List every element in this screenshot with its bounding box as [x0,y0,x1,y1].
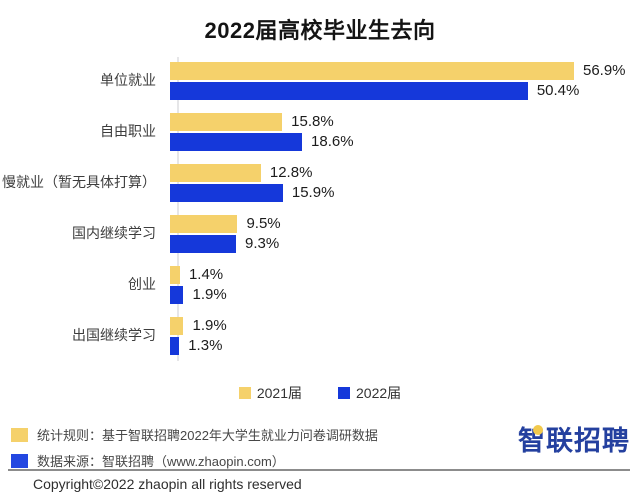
bar-line: 15.9% [170,183,335,202]
bar-2022届 [170,81,528,100]
zhaopin-logo: 智联招聘 [518,425,630,457]
bar-group: 9.5% 9.3% [167,214,281,253]
logo-dot-icon [533,425,543,435]
bar-2021届 [170,61,574,80]
bar-2021届 [170,214,238,233]
value-label: 9.5% [246,215,281,232]
value-label: 15.8% [291,113,334,130]
note-statistics-text: 统计规则：基于智联招聘2022年大学生就业力问卷调研数据 [37,428,378,443]
chart-row: 单位就业 56.9% 50.4% [0,55,640,106]
value-label: 50.4% [536,82,580,99]
note-data-source: 数据来源：智联招聘（www.zhaopin.com） [11,451,378,470]
legend-item-2021届: 2021届 [238,383,302,403]
bar-line: 9.3% [170,234,281,253]
category-label: 出国继续学习 [72,327,156,344]
category-label: 慢就业（暂无具体打算） [2,174,156,191]
chart-rows: 单位就业 56.9% 50.4% 自由职业 15.8% 18.6% 慢就业（暂无具体打算） 1… [0,55,640,361]
legend-swatch-icon [238,387,251,399]
bar-group: 1.9% 1.3% [167,316,227,355]
category-label: 单位就业 [100,72,156,89]
value-label: 1.4% [188,266,224,283]
chart-row: 创业 1.4% 1.9% [0,259,640,310]
value-label: 9.3% [245,235,280,252]
chart-row: 慢就业（暂无具体打算） 12.8% 15.9% [0,157,640,208]
bar-line: 9.5% [170,214,281,233]
bar-chart: 单位就业 56.9% 50.4% 自由职业 15.8% 18.6% 慢就业（暂无具体打算） 1… [0,55,640,361]
footer-notes: 统计规则：基于智联招聘2022年大学生就业力问卷调研数据 数据来源：智联招聘（w… [11,425,378,477]
category-label: 国内继续学习 [72,225,156,242]
bar-line: 1.3% [170,336,227,355]
category-label: 自由职业 [100,123,156,140]
bar-2022届 [170,285,184,304]
blue-swatch-icon [11,453,28,468]
bar-2022届 [170,183,283,202]
chart-row: 出国继续学习 1.9% 1.3% [0,310,640,361]
bar-line: 15.8% [170,112,354,131]
bar-2021届 [170,163,261,182]
bar-2022届 [170,336,180,355]
bar-line: 1.9% [170,316,227,335]
bar-2021届 [170,265,180,284]
note-source-text: 数据来源：智联招聘（www.zhaopin.com） [37,454,285,469]
bar-group: 15.8% 18.6% [167,112,354,151]
value-label: 56.9% [582,62,626,79]
footer: 统计规则：基于智联招聘2022年大学生就业力问卷调研数据 数据来源：智联招聘（w… [0,420,640,498]
y-axis-line [177,57,179,361]
copyright-text: Copyright©2022 zhaopin all rights reserv… [33,476,302,492]
yellow-swatch-icon [11,427,28,442]
legend-label: 2021届 [256,385,302,401]
bar-line: 18.6% [170,132,354,151]
value-label: 12.8% [269,164,313,181]
footer-divider [8,469,630,471]
bar-line: 1.9% [170,285,227,304]
bar-2022届 [170,234,237,253]
value-label: 1.9% [192,286,227,303]
note-statistics-rule: 统计规则：基于智联招聘2022年大学生就业力问卷调研数据 [11,425,378,444]
bar-2021届 [170,316,184,335]
bar-line: 56.9% [170,61,626,80]
bar-group: 1.4% 1.9% [167,265,227,304]
legend-swatch-icon [338,387,350,399]
bar-line: 12.8% [170,163,334,182]
value-label: 1.3% [188,337,223,354]
chart-row: 国内继续学习 9.5% 9.3% [0,208,640,259]
legend-label: 2022届 [356,385,402,401]
value-label: 18.6% [311,133,354,150]
bar-group: 12.8% 15.9% [167,163,335,202]
chart-legend: 2021届 2022届 [0,383,640,403]
chart-row: 自由职业 15.8% 18.6% [0,106,640,157]
bar-line: 50.4% [170,81,626,100]
bar-2022届 [170,132,303,151]
value-label: 1.9% [192,317,227,334]
category-label: 创业 [128,276,156,293]
bar-group: 56.9% 50.4% [167,61,626,100]
bar-line: 1.4% [170,265,227,284]
legend-item-2022届: 2022届 [338,383,401,403]
value-label: 15.9% [291,184,335,201]
page-title: 2022届高校毕业生去向 [204,18,436,43]
bar-2021届 [170,112,283,131]
